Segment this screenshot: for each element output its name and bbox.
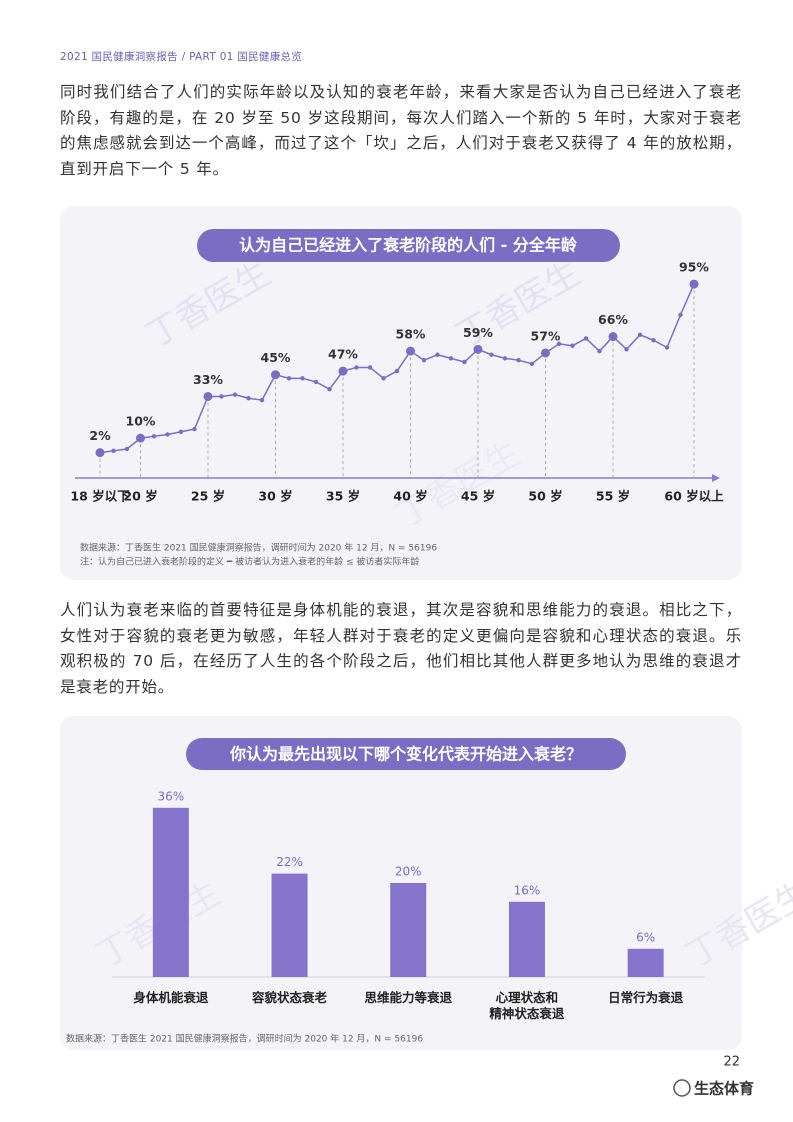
x-tick-label: 身体机能衰退	[133, 990, 209, 1005]
header: 2021 国民健康洞察报告 / PART 01 国民健康总览	[60, 51, 303, 63]
x-tick-label: 思维能力等衰退	[364, 990, 452, 1005]
point	[421, 357, 427, 363]
chart-title: 你认为最先出现以下哪个变化代表开始进入衰老？	[229, 745, 582, 764]
data-label: 2%	[89, 428, 111, 443]
data-label: 45%	[261, 350, 291, 365]
data-label: 33%	[193, 372, 223, 387]
data-label: 59%	[463, 325, 493, 340]
brand-icon	[673, 1079, 691, 1097]
data-label: 66%	[598, 312, 628, 327]
x-tick-label: 45 岁	[461, 489, 495, 504]
point	[203, 391, 213, 401]
x-tick-label: 25 岁	[191, 489, 225, 504]
point	[259, 397, 265, 403]
point	[286, 376, 292, 381]
note: 注：认为自己已进入衰老阶段的定义 ━ 被访者认为进入衰老的年龄 ≤ 被访者实际年…	[80, 556, 419, 568]
chart-title: 认为自己已经进入了衰老阶段的人们 - 分全年龄	[239, 236, 578, 255]
bar	[508, 901, 545, 977]
point	[95, 448, 105, 458]
point	[462, 359, 467, 365]
point	[637, 332, 643, 338]
point	[583, 336, 589, 341]
x-tick-label: 50 岁	[528, 489, 562, 504]
point	[327, 386, 332, 392]
point	[664, 345, 670, 350]
bar	[271, 873, 308, 977]
point	[570, 343, 575, 348]
point	[192, 426, 197, 432]
bar	[627, 948, 664, 977]
x-tick-label: 35 岁	[326, 489, 360, 504]
x-tick-label: 心理状态和 精神状态衰退	[489, 990, 565, 1021]
title-pill	[197, 229, 620, 262]
title-pill	[186, 738, 626, 770]
source: 数据来源：丁香医生 2021 国民健康洞察报告，调研时间为 2020 年 12 …	[80, 542, 437, 554]
point	[246, 396, 251, 401]
point	[489, 352, 494, 357]
axis-arrow	[712, 474, 720, 482]
point	[597, 348, 602, 354]
paragraph: 同时我们结合了人们的实际年龄以及认知的衰老年龄，来看大家是否认为自己已经进入了衰…	[60, 83, 742, 179]
data-label: 36%	[158, 789, 185, 803]
data-label: 95%	[679, 260, 709, 275]
point	[516, 357, 521, 363]
point	[502, 356, 508, 361]
point	[338, 366, 348, 376]
page-number: 22	[723, 1055, 740, 1070]
point	[624, 347, 629, 352]
point	[406, 346, 415, 356]
point	[136, 433, 145, 443]
data-label: 10%	[126, 414, 156, 429]
x-tick-label: 55 岁	[596, 489, 630, 504]
point	[394, 368, 400, 374]
point	[651, 338, 656, 343]
data-label: 22%	[276, 855, 303, 869]
data-label: 58%	[396, 327, 426, 342]
point	[300, 376, 305, 381]
point	[367, 365, 373, 370]
point	[124, 446, 130, 452]
point	[473, 344, 483, 354]
panel	[60, 206, 742, 580]
bar	[390, 883, 427, 977]
point	[151, 434, 157, 439]
point	[271, 370, 280, 380]
brand: 生态体育	[694, 1080, 754, 1098]
point	[165, 432, 170, 437]
point	[556, 341, 562, 347]
bar	[152, 807, 189, 977]
point	[381, 376, 386, 381]
point	[232, 392, 238, 397]
x-tick-label: 20 岁	[123, 489, 157, 504]
x-tick-label: 18 岁以下	[70, 489, 130, 504]
x-tick-label: 30 岁	[258, 489, 292, 504]
source: 数据来源：丁香医生 2021 国民健康洞察报告，调研时间为 2020 年 12 …	[66, 1033, 423, 1045]
point	[354, 365, 359, 370]
data-label: 20%	[395, 865, 422, 879]
point	[689, 279, 699, 289]
x-tick-label: 容貌状态衰老	[252, 990, 328, 1005]
point	[608, 332, 618, 342]
point	[435, 352, 440, 357]
point	[678, 312, 683, 318]
data-label: 57%	[531, 328, 561, 343]
point	[178, 429, 184, 434]
x-tick-label: 60 岁以上	[664, 489, 724, 504]
point	[313, 379, 319, 385]
point	[529, 361, 535, 367]
point	[448, 356, 454, 361]
data-label: 6%	[636, 930, 655, 944]
x-tick-label: 40 岁	[393, 489, 427, 504]
point	[219, 394, 224, 399]
data-label: 47%	[328, 347, 358, 362]
data-label: 16%	[514, 883, 541, 897]
paragraph: 人们认为衰老来临的首要特征是身体机能的衰退，其次是容貌和思维能力的衰退。相比之下…	[60, 601, 742, 697]
point	[111, 448, 116, 454]
x-tick-label: 日常行为衰退	[608, 990, 684, 1005]
point	[541, 348, 550, 358]
